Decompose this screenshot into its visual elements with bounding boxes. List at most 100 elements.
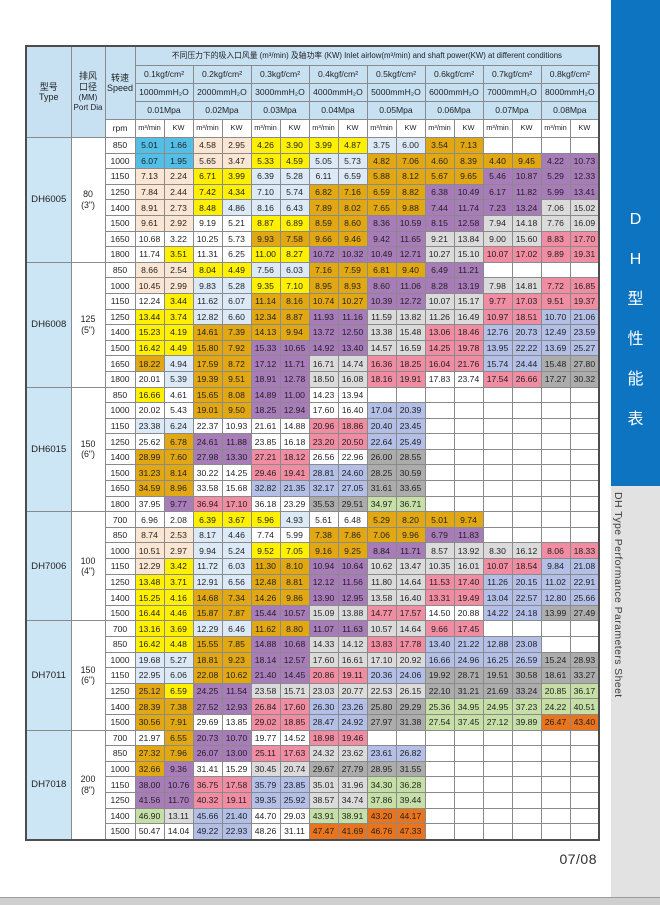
flow-value-cell: 10.07 xyxy=(482,246,513,263)
header-mmh2o: 1000mmH₂O xyxy=(134,83,194,102)
flow-value-cell: 28.47 xyxy=(308,713,339,731)
flow-value-cell: 10.35 xyxy=(424,558,455,575)
power-value-cell: 20.39 xyxy=(395,402,426,419)
power-value-cell: 23.62 xyxy=(337,745,368,762)
sidebar-section-tab: D H 型性能表 xyxy=(611,0,660,486)
flow-value-cell: 22.10 xyxy=(424,682,455,700)
rpm-cell: 1500 xyxy=(104,713,136,731)
flow-value-cell: 40.32 xyxy=(192,791,223,809)
flow-value-cell: 8.84 xyxy=(366,542,397,560)
flow-value-cell: 9.51 xyxy=(540,292,571,310)
power-value-cell: 6.48 xyxy=(337,511,368,528)
sidebar-tab-char: H xyxy=(629,251,642,268)
power-value-cell: 7.87 xyxy=(221,604,252,622)
rpm-cell: 850 xyxy=(104,526,136,544)
flow-value-cell: 7.10 xyxy=(250,183,281,201)
power-value-cell xyxy=(511,745,542,762)
flow-value-cell: 18.25 xyxy=(250,402,281,419)
power-value-cell: 24.92 xyxy=(337,713,368,731)
header-pressure: 0.8kgf/cm² xyxy=(540,65,600,84)
model-name-cell: DH6008 xyxy=(25,261,72,388)
power-value-cell: 3.90 xyxy=(279,137,310,154)
power-value-cell: 3.22 xyxy=(163,230,194,248)
header-mpa: 0.01Mpa xyxy=(134,101,194,120)
flow-value-cell: 17.04 xyxy=(366,402,397,419)
flow-value-cell: 6.96 xyxy=(134,511,165,528)
flow-value-cell xyxy=(482,745,513,762)
power-value-cell: 13.19 xyxy=(453,277,484,294)
power-value-cell: 21.08 xyxy=(569,558,600,575)
flow-value-cell: 26.56 xyxy=(308,448,339,466)
rpm-cell: 1150 xyxy=(104,776,136,793)
power-value-cell: 6.03 xyxy=(279,261,310,279)
power-value-cell: 22.93 xyxy=(221,823,252,841)
power-value-cell: 4.46 xyxy=(163,604,194,622)
port-dia-cell: 150 (6") xyxy=(70,620,106,731)
power-value-cell xyxy=(569,745,600,762)
rpm-cell: 1650 xyxy=(104,355,136,372)
flow-value-cell: 14.92 xyxy=(308,339,339,357)
flow-value-cell xyxy=(540,417,571,435)
power-value-cell: 36.17 xyxy=(569,682,600,700)
flow-value-cell: 15.23 xyxy=(134,324,165,341)
power-value-cell: 4.19 xyxy=(163,324,194,341)
flow-value-cell: 17.12 xyxy=(250,355,281,372)
flow-value-cell: 14.50 xyxy=(424,604,455,622)
flow-value-cell xyxy=(424,386,455,404)
power-value-cell: 18.86 xyxy=(337,417,368,435)
flow-value-cell: 7.16 xyxy=(308,261,339,279)
flow-value-cell: 24.22 xyxy=(540,698,571,715)
power-value-cell: 33.65 xyxy=(395,480,426,497)
flow-value-cell: 15.55 xyxy=(192,636,223,653)
flow-value-cell xyxy=(540,137,571,154)
power-value-cell: 11.65 xyxy=(395,230,426,248)
power-value-cell: 11.70 xyxy=(163,791,194,809)
flow-value-cell xyxy=(424,729,455,747)
power-value-cell: 10.65 xyxy=(279,339,310,357)
rpm-cell: 850 xyxy=(104,137,136,154)
power-value-cell: 10.76 xyxy=(163,776,194,793)
power-value-cell: 6.59 xyxy=(163,682,194,700)
flow-value-cell: 12.29 xyxy=(192,620,223,637)
power-value-cell: 5.74 xyxy=(279,183,310,201)
power-value-cell: 34.74 xyxy=(337,791,368,809)
power-value-cell: 22.96 xyxy=(337,448,368,466)
flow-value-cell: 16.66 xyxy=(424,651,455,669)
flow-value-cell: 18.81 xyxy=(192,651,223,669)
power-value-cell: 16.09 xyxy=(569,214,600,232)
flow-value-cell: 11.26 xyxy=(482,573,513,591)
flow-value-cell: 26.00 xyxy=(366,448,397,466)
rpm-cell: 1400 xyxy=(104,199,136,216)
power-value-cell: 14.04 xyxy=(163,823,194,841)
flow-value-cell: 8.15 xyxy=(424,214,455,232)
flow-value-cell: 6.79 xyxy=(424,526,455,544)
power-value-cell: 16.18 xyxy=(279,433,310,450)
flow-value-cell xyxy=(366,729,397,747)
power-value-cell: 27.05 xyxy=(337,480,368,497)
model-name-cell: DH7011 xyxy=(25,620,72,731)
power-value-cell: 10.64 xyxy=(337,558,368,575)
power-value-cell: 11.06 xyxy=(395,277,426,294)
power-value-cell: 6.00 xyxy=(395,137,426,154)
sidebar-tab-char: 型 xyxy=(627,291,644,308)
power-value-cell: 25.66 xyxy=(569,589,600,606)
flow-value-cell xyxy=(540,448,571,466)
flow-value-cell: 15.65 xyxy=(192,386,223,404)
flow-value-cell: 46.90 xyxy=(134,807,165,825)
power-value-cell: 2.99 xyxy=(163,277,194,294)
power-value-cell: 14.18 xyxy=(511,214,542,232)
flow-value-cell: 4.58 xyxy=(192,137,223,154)
power-value-cell: 4.34 xyxy=(221,183,252,201)
power-value-cell: 15.71 xyxy=(279,682,310,700)
power-value-cell: 21.35 xyxy=(279,480,310,497)
power-value-cell: 17.78 xyxy=(395,636,426,653)
power-value-cell: 37.23 xyxy=(511,698,542,715)
flow-value-cell: 5.29 xyxy=(540,168,571,185)
power-value-cell: 33.24 xyxy=(511,682,542,700)
flow-value-cell: 28.99 xyxy=(134,448,165,466)
flow-value-cell: 10.68 xyxy=(134,230,165,248)
rpm-cell: 1000 xyxy=(104,402,136,419)
power-value-cell: 23.59 xyxy=(569,324,600,341)
header-mmh2o: 8000mmH₂O xyxy=(540,83,600,102)
power-value-cell: 6.24 xyxy=(163,417,194,435)
